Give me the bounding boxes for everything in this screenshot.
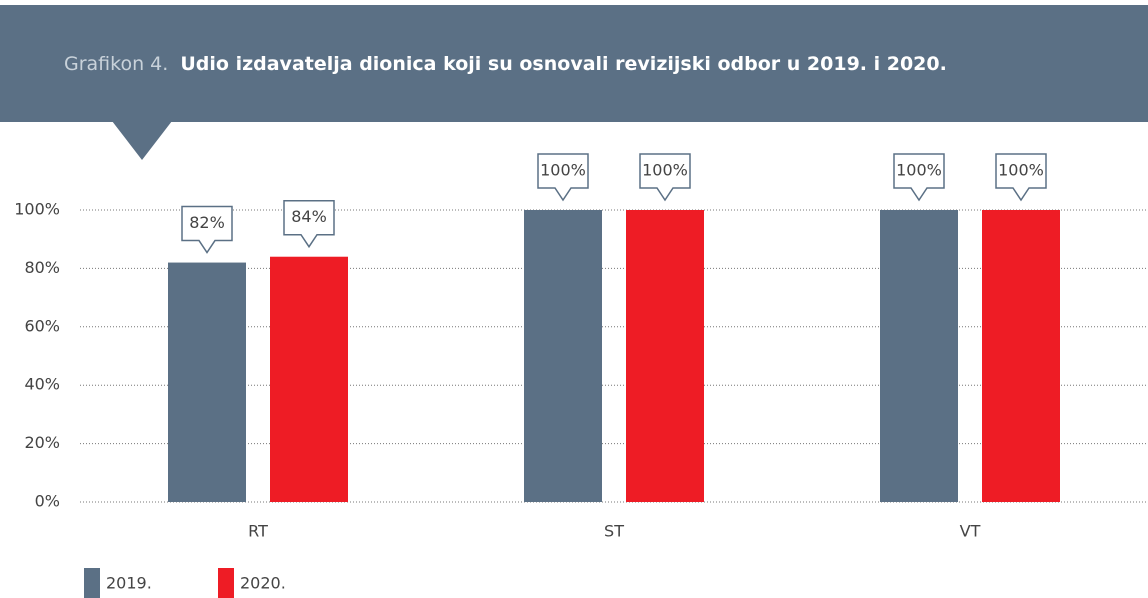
y-tick-label: 100% [14,200,60,219]
x-tick-label: VT [960,522,981,541]
y-tick-label: 20% [24,433,60,452]
legend-swatch [84,568,100,598]
title-prefix: Grafikon 4. [64,53,168,75]
x-tick-label: ST [604,522,624,541]
bar [168,262,246,502]
value-callout [893,153,945,202]
value-label: 100% [642,161,688,180]
header-banner [0,5,1148,122]
bar [880,210,958,502]
value-label: 100% [540,161,586,180]
legend-swatch [218,568,234,598]
legend-label: 2020. [240,574,286,593]
value-label: 100% [998,161,1044,180]
y-tick-label: 80% [24,258,60,277]
value-callout [639,153,691,202]
value-callout [995,153,1047,202]
y-tick-label: 0% [35,492,60,511]
value-label: 82% [189,213,225,232]
value-label: 84% [291,207,327,226]
chart-title: Grafikon 4. Udio izdavatelja dionica koj… [64,53,947,75]
value-label: 100% [896,161,942,180]
bar [982,210,1060,502]
y-tick-label: 60% [24,316,60,335]
value-callout [181,205,233,254]
title-text: Udio izdavatelja dionica koji su osnoval… [180,53,947,75]
value-callout [537,153,589,202]
bar [524,210,602,502]
y-tick-label: 40% [24,375,60,394]
bar [626,210,704,502]
legend-label: 2019. [106,574,152,593]
value-callout [283,199,335,249]
bar [270,256,348,502]
x-tick-label: RT [248,522,268,541]
header-pointer [112,121,172,160]
